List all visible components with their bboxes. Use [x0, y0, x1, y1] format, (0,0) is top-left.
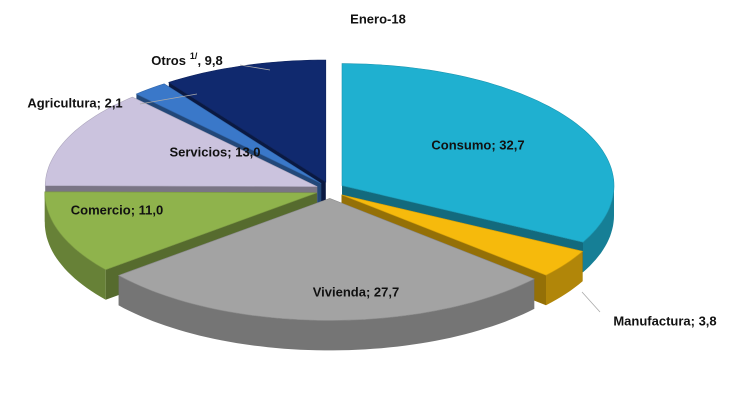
data-label: Vivienda; 27,7: [313, 284, 399, 299]
slice-rim: [118, 275, 535, 351]
slice-top: [44, 96, 318, 187]
leader-line: [581, 291, 601, 313]
slice-rim: [546, 251, 583, 306]
leader-line: [239, 64, 271, 71]
pie: [44, 59, 615, 351]
label-name: Otros: [151, 53, 186, 68]
chart-title: Enero-18: [350, 11, 406, 26]
data-label: Comercio; 11,0: [71, 202, 164, 217]
labels: Consumo; 32,7 Manufactura; 3,8 Vivienda; 2…: [27, 51, 716, 328]
slice-rim: [44, 192, 106, 300]
slice-top: [341, 194, 584, 276]
slice-rim: [583, 185, 614, 273]
data-label: Consumo; 32,7: [431, 137, 524, 152]
data-label: Manufactura; 3,8: [613, 313, 716, 328]
slice-top: [44, 191, 317, 271]
data-label: Agricultura; 2,1: [27, 95, 122, 110]
data-label: Otros 1/, 9,8: [151, 51, 222, 68]
slice: [117, 198, 535, 351]
slice-top: [117, 198, 535, 321]
slice-top: [341, 63, 615, 243]
label-value: , 9,8: [197, 53, 222, 68]
data-label: Servicios; 13,0: [169, 144, 260, 159]
label-footnote: 1/: [190, 51, 198, 61]
slice-top: [135, 83, 322, 184]
leader-line: [139, 93, 198, 105]
